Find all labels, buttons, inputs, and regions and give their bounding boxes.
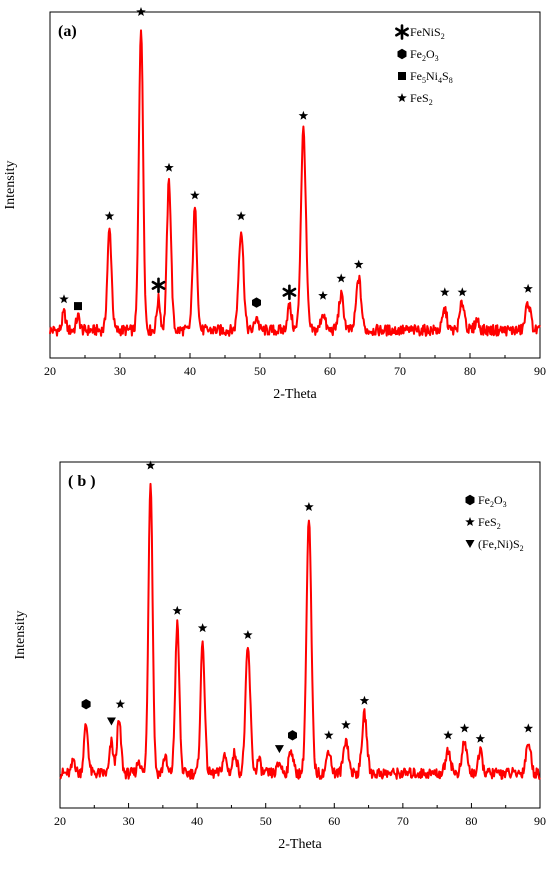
peak-marker-hexagon [81,699,91,710]
x-axis-label: 2-Theta [273,387,317,402]
x-tick-label: 60 [328,814,340,828]
x-tick-label: 40 [191,814,203,828]
peak-marker-smallstar [523,723,534,733]
peak-marker-smallstar [359,695,370,705]
legend-label: Fe2O3 [478,493,507,509]
x-tick-label: 20 [54,814,66,828]
legend-marker-triangle [465,540,475,548]
x-tick-label: 50 [260,814,272,828]
legend-label: Fe2O3 [410,47,439,63]
peak-marker-square [74,302,82,311]
x-tick-label: 20 [44,364,56,378]
peak-marker-smallstar [298,110,309,120]
peak-marker-smallstar [443,730,453,740]
x-tick-label: 30 [123,814,135,828]
peak-marker-smallstar [197,623,208,633]
x-tick-label: 70 [394,364,406,378]
peak-marker-smallstar [164,162,174,172]
peak-marker-smallstar [353,259,364,269]
peak-marker-hexagon [252,297,261,308]
peak-marker-smallstar [172,605,182,615]
legend-marker-smallstar [397,93,407,102]
x-tick-label: 90 [534,814,546,828]
peak-marker-smallstar [440,287,450,297]
peak-marker-smallstar [145,460,156,470]
x-tick-label: 80 [465,814,477,828]
legend-label: (Fe,Ni)S2 [478,537,524,553]
y-axis-label: Intensity [13,611,28,660]
peak-marker-smallstar [324,730,334,740]
peak-marker-smallstar [304,502,314,511]
legend-label: FeNiS2 [410,25,445,41]
peak-marker-smallstar [318,290,328,300]
xrd-chart-b: 20 30 40 50 60 70 80 90 2-Theta Intensity ( b ) Fe2… [13,460,546,852]
peak-marker-smallstar [104,211,115,221]
legend-marker-square [398,72,406,80]
peak-marker-smallstar [136,7,146,16]
peak-marker-smallstar [190,190,200,200]
xrd-chart-a: 20 30 40 50 60 70 80 90 2-Theta Intensity (a) FeNiS… [3,7,546,402]
x-tick-label: 30 [114,364,126,378]
x-axis-label: 2-Theta [278,837,322,852]
panel-label: (a) [58,23,77,40]
peak-marker-smallstar [523,283,533,293]
peak-marker-smallstar [243,630,253,639]
peak-marker-bigstar [282,284,297,301]
legend-label: FeS2 [410,91,433,107]
peak-marker-hexagon [288,730,297,741]
peak-marker-smallstar [475,733,486,743]
legend-marker-smallstar [465,517,475,526]
x-tick-label: 50 [254,364,266,378]
peak-marker-smallstar [457,287,468,297]
peak-marker-smallstar [115,699,126,709]
peak-marker-bigstar [151,277,166,294]
legend-marker-bigstar [395,24,409,40]
peak-marker-smallstar [459,723,470,733]
x-tick-label: 70 [397,814,409,828]
legend-label: FeS2 [478,515,501,531]
legend-marker-hexagon [397,48,407,60]
x-tick-label: 40 [184,364,196,378]
plot-frame [49,11,541,359]
xrd-trace [59,482,541,780]
x-tick-label: 80 [464,364,476,378]
peak-marker-smallstar [59,294,69,304]
xrd-trace [49,29,541,337]
peak-marker-triangle [274,745,284,754]
y-axis-label: Intensity [3,161,18,210]
peak-marker-smallstar [236,211,246,221]
peak-marker-smallstar [336,273,346,283]
panel-label: ( b ) [68,473,96,490]
x-tick-label: 90 [534,364,546,378]
peak-marker-smallstar [341,720,351,729]
legend-marker-hexagon [465,494,475,506]
x-tick-label: 60 [324,364,336,378]
legend-label: Fe5Ni4S8 [410,69,453,85]
peak-marker-triangle [106,717,116,726]
